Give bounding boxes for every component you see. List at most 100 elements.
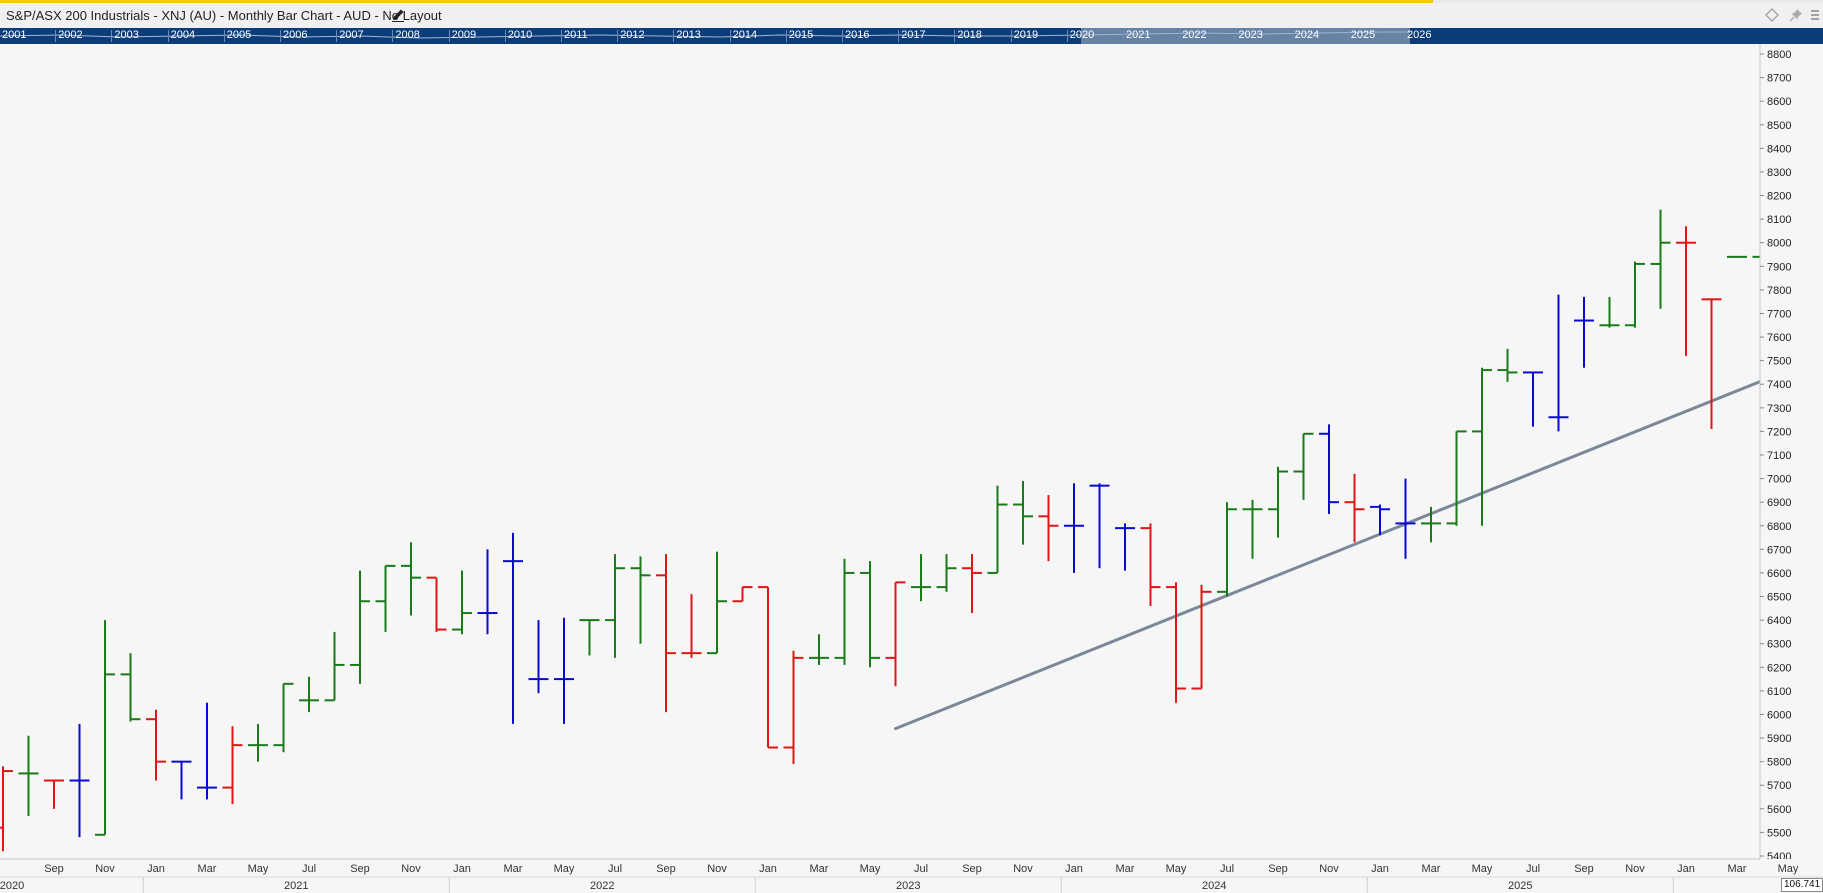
overview-year-label[interactable]: 2005 xyxy=(226,29,252,41)
ohlc-bar[interactable] xyxy=(1472,367,1492,526)
ohlc-bar[interactable] xyxy=(1115,523,1135,571)
ohlc-bar[interactable] xyxy=(1140,523,1161,606)
ohlc-bar[interactable] xyxy=(860,561,880,668)
ohlc-bar[interactable] xyxy=(758,586,778,749)
ohlc-bar[interactable] xyxy=(375,564,396,632)
ohlc-bar[interactable] xyxy=(707,551,727,655)
overview-year-label[interactable]: 2017 xyxy=(901,29,926,41)
trend-line[interactable] xyxy=(894,250,1823,731)
ohlc-bar[interactable] xyxy=(528,620,549,694)
ohlc-bar[interactable] xyxy=(503,532,523,724)
ohlc-bar[interactable] xyxy=(1446,430,1467,526)
ohlc-bar[interactable] xyxy=(1191,584,1212,690)
diamond-icon[interactable] xyxy=(1765,8,1779,22)
pin-icon[interactable] xyxy=(1788,7,1804,23)
ohlc-bar[interactable] xyxy=(962,554,982,614)
ohlc-bar[interactable] xyxy=(1013,480,1033,545)
ohlc-bar[interactable] xyxy=(95,620,115,836)
overview-year-label[interactable]: 2008 xyxy=(395,29,420,41)
ohlc-bar[interactable] xyxy=(1038,495,1059,562)
overview-year-label[interactable]: 2003 xyxy=(114,29,139,41)
ohlc-bar[interactable] xyxy=(477,549,498,635)
ohlc-bar[interactable] xyxy=(1166,582,1186,703)
ohlc-bar[interactable] xyxy=(1599,296,1620,328)
ohlc-bar[interactable] xyxy=(1344,473,1365,543)
ohlc-bar[interactable] xyxy=(146,709,166,781)
overview-navigator[interactable]: 2001 2002 2003 2004 2005 2006 2007 2008 2009 2010… xyxy=(0,28,1823,44)
overview-year-label[interactable]: 2010 xyxy=(507,29,533,41)
overview-year-label[interactable]: 2011 xyxy=(564,29,588,41)
ohlc-bar[interactable] xyxy=(120,653,141,722)
ohlc-bar[interactable] xyxy=(1497,348,1518,382)
ohlc-bar[interactable] xyxy=(1650,209,1671,309)
overview-year-label[interactable]: 2024 xyxy=(1294,29,1320,41)
overview-year-label[interactable]: 2019 xyxy=(1013,29,1039,41)
price-chart[interactable]: 8800 8700 8600 8500 8400 8300 8200 8100 8000 7900… xyxy=(0,44,1823,893)
ohlc-bar[interactable] xyxy=(605,554,625,658)
ohlc-bar[interactable] xyxy=(69,723,90,838)
overview-year-label[interactable]: 2009 xyxy=(451,29,477,41)
ohlc-bar[interactable] xyxy=(248,723,268,762)
ohlc-bar[interactable] xyxy=(1217,502,1237,597)
ohlc-bar[interactable] xyxy=(834,558,855,665)
ohlc-bar[interactable] xyxy=(222,726,243,805)
ohlc-bar[interactable] xyxy=(656,554,676,713)
ohlc-bar[interactable] xyxy=(1625,261,1645,328)
ohlc-bar[interactable] xyxy=(1574,296,1594,368)
overview-year-label[interactable]: 2007 xyxy=(339,29,364,41)
ohlc-bar[interactable] xyxy=(681,594,702,658)
ohlc-bar[interactable] xyxy=(579,619,600,656)
ohlc-bar[interactable] xyxy=(426,576,447,632)
ohlc-bar[interactable] xyxy=(987,485,1008,574)
overview-year-label[interactable]: 2004 xyxy=(170,29,196,41)
overview-year-label[interactable]: 2015 xyxy=(788,29,814,41)
ohlc-bar[interactable] xyxy=(783,650,804,765)
ohlc-bar[interactable] xyxy=(1293,432,1314,500)
ohlc-bar[interactable] xyxy=(1701,298,1722,430)
ohlc-bar[interactable] xyxy=(350,570,370,684)
ohlc-bar[interactable] xyxy=(936,554,957,592)
ohlc-bar[interactable] xyxy=(452,570,472,635)
ohlc-bar[interactable] xyxy=(1676,226,1696,356)
ohlc-bar[interactable] xyxy=(809,634,829,665)
overview-year-label[interactable]: 2020 xyxy=(1069,29,1095,41)
ohlc-bar[interactable] xyxy=(171,760,192,800)
overview-year-label[interactable]: 2012 xyxy=(620,29,645,41)
ohlc-bar[interactable] xyxy=(1319,424,1339,514)
ohlc-bar[interactable] xyxy=(1064,483,1084,573)
ohlc-bar[interactable] xyxy=(44,779,64,809)
ohlc-bar[interactable] xyxy=(554,617,574,724)
ohlc-bar[interactable] xyxy=(1421,506,1441,543)
overview-year-label[interactable]: 2016 xyxy=(845,29,870,41)
overview-year-label[interactable]: 2018 xyxy=(957,29,982,41)
overview-selection[interactable] xyxy=(1081,28,1410,44)
ohlc-bar[interactable] xyxy=(1523,371,1543,427)
ohlc-bar[interactable] xyxy=(732,586,753,603)
overview-year-label[interactable]: 2006 xyxy=(283,29,308,41)
ohlc-bar[interactable] xyxy=(273,682,294,753)
overview-year-label[interactable]: 2001 xyxy=(2,29,27,41)
overview-year-label[interactable]: 2026 xyxy=(1407,29,1432,41)
ohlc-bar[interactable] xyxy=(911,554,931,602)
ohlc-bar[interactable] xyxy=(197,702,217,800)
ohlc-bar[interactable] xyxy=(18,735,39,816)
ohlc-bar[interactable] xyxy=(1395,478,1416,559)
overview-year-label[interactable]: 2002 xyxy=(58,29,83,41)
menu-icon[interactable] xyxy=(1808,7,1822,23)
ohlc-bar[interactable] xyxy=(1089,483,1110,569)
overview-year-label[interactable]: 2022 xyxy=(1182,29,1207,41)
overview-year-label[interactable]: 2025 xyxy=(1350,29,1376,41)
ohlc-bar[interactable] xyxy=(324,631,345,702)
ohlc-bar[interactable] xyxy=(401,542,421,616)
ohlc-bar[interactable] xyxy=(885,581,906,687)
ohlc-bar[interactable] xyxy=(630,556,651,644)
ohlc-bar[interactable] xyxy=(1242,499,1263,559)
ohlc-bar[interactable] xyxy=(1370,504,1390,536)
ohlc-bar[interactable] xyxy=(1268,466,1288,538)
ohlc-bar[interactable] xyxy=(0,766,13,852)
overview-year-label[interactable]: 2014 xyxy=(732,29,758,41)
overview-year-label[interactable]: 2013 xyxy=(676,29,701,41)
overview-year-label[interactable]: 2023 xyxy=(1238,29,1263,41)
ohlc-bar[interactable] xyxy=(1548,294,1569,432)
overview-year-label[interactable]: 2021 xyxy=(1126,29,1151,41)
